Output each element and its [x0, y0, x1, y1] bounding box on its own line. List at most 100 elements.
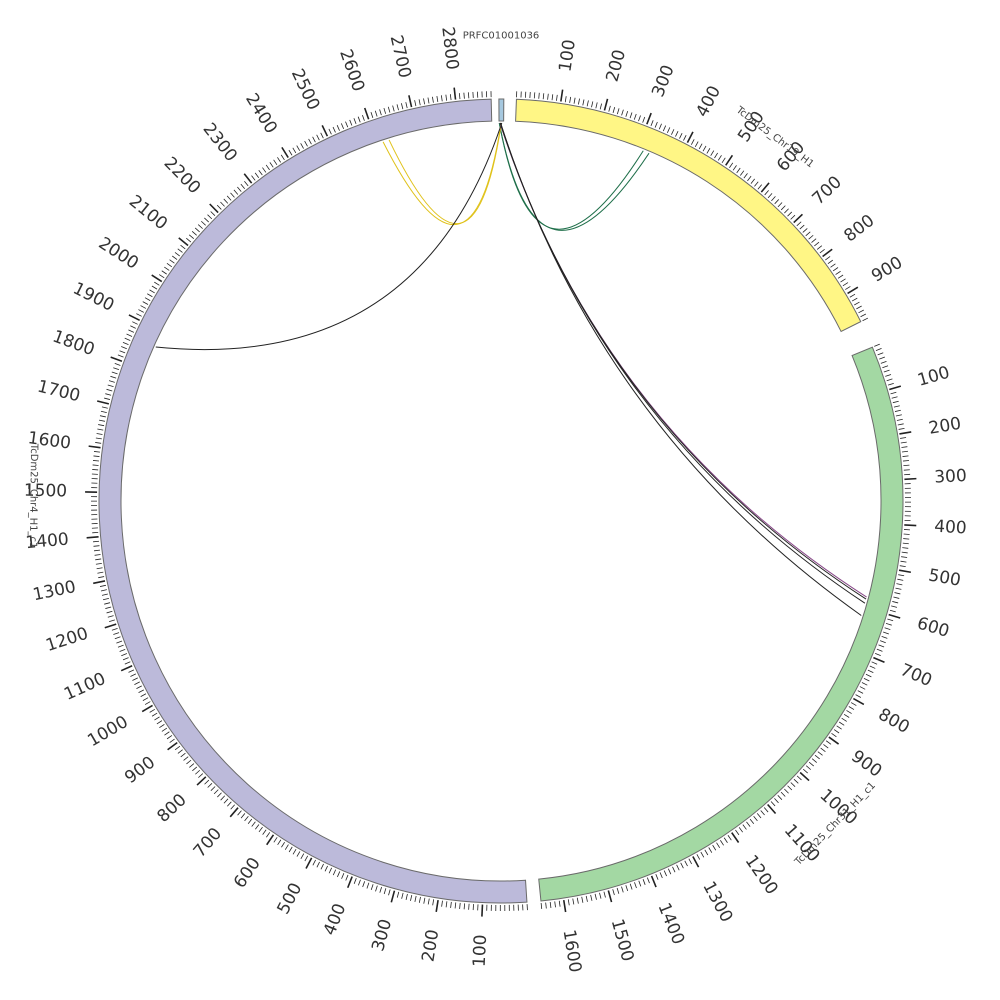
- minor-tick: [747, 175, 752, 182]
- minor-tick: [819, 248, 825, 254]
- minor-tick: [634, 882, 637, 889]
- minor-tick: [117, 354, 124, 358]
- minor-tick: [109, 619, 115, 622]
- minor-tick: [254, 172, 260, 178]
- minor-tick: [210, 786, 216, 791]
- minor-tick: [735, 829, 740, 836]
- minor-tick: [774, 199, 780, 205]
- major-tick: [888, 613, 901, 619]
- minor-tick: [883, 369, 890, 373]
- minor-tick: [716, 842, 721, 849]
- minor-tick: [130, 673, 137, 677]
- minor-tick: [396, 104, 399, 111]
- major-tick: [435, 899, 439, 913]
- minor-tick: [805, 765, 812, 770]
- minor-tick: [117, 644, 124, 648]
- minor-tick: [97, 428, 104, 431]
- minor-tick: [799, 224, 805, 230]
- minor-tick: [161, 270, 167, 275]
- tick-label: 2300: [199, 119, 241, 165]
- minor-tick: [265, 164, 270, 171]
- major-tick: [281, 146, 289, 159]
- minor-tick: [379, 886, 382, 893]
- synteny-link: [498, 122, 650, 231]
- minor-tick: [572, 898, 575, 905]
- minor-tick: [177, 749, 183, 754]
- minor-tick: [183, 756, 189, 761]
- major-tick: [650, 875, 657, 888]
- minor-tick: [273, 159, 278, 166]
- minor-tick: [896, 418, 903, 421]
- minor-tick: [835, 270, 841, 275]
- minor-tick: [92, 464, 99, 466]
- minor-tick: [845, 286, 851, 290]
- tick-label: 100: [555, 38, 580, 73]
- minor-tick: [188, 234, 195, 239]
- minor-tick: [204, 217, 209, 223]
- major-tick: [209, 203, 219, 214]
- tick-label: 200: [602, 48, 630, 84]
- minor-tick: [142, 301, 149, 305]
- minor-tick: [591, 101, 594, 108]
- tick-label: 1900: [70, 279, 118, 316]
- minor-tick: [894, 409, 901, 412]
- minor-tick: [230, 192, 235, 198]
- minor-tick: [423, 897, 426, 904]
- minor-tick: [667, 868, 672, 875]
- minor-tick: [392, 105, 395, 112]
- minor-tick: [159, 274, 165, 279]
- minor-tick: [99, 584, 106, 587]
- minor-tick: [423, 98, 426, 105]
- minor-tick: [658, 123, 662, 130]
- minor-tick: [251, 821, 256, 827]
- minor-tick: [436, 95, 439, 103]
- minor-tick: [890, 391, 897, 395]
- minor-tick: [858, 309, 864, 314]
- minor-tick: [585, 895, 588, 902]
- tick-label: 300: [648, 62, 678, 99]
- minor-tick: [901, 556, 908, 558]
- minor-tick: [599, 892, 602, 899]
- minor-tick: [702, 145, 707, 152]
- minor-tick: [820, 747, 826, 753]
- minor-tick: [98, 576, 105, 579]
- minor-tick: [308, 138, 312, 145]
- minor-tick: [113, 632, 120, 635]
- minor-tick: [743, 173, 748, 179]
- minor-tick: [164, 731, 170, 736]
- minor-tick: [197, 224, 203, 229]
- minor-tick: [410, 894, 413, 901]
- tick-label: 1800: [50, 327, 98, 361]
- minor-tick: [746, 821, 751, 827]
- minor-tick: [292, 848, 297, 855]
- minor-tick: [213, 789, 219, 795]
- minor-tick: [887, 382, 894, 386]
- minor-tick: [337, 871, 341, 878]
- minor-tick: [833, 729, 840, 734]
- minor-tick: [164, 266, 170, 271]
- minor-tick: [739, 170, 745, 176]
- minor-tick: [95, 442, 102, 444]
- minor-tick: [796, 221, 802, 227]
- minor-tick: [169, 259, 175, 264]
- segment-tcdm25-chr19-h1: [515, 98, 862, 333]
- minor-tick: [564, 96, 567, 103]
- minor-tick: [616, 887, 620, 894]
- minor-tick: [723, 837, 728, 843]
- minor-tick: [840, 278, 846, 283]
- minor-tick: [195, 769, 201, 775]
- minor-tick: [625, 110, 629, 117]
- minor-tick: [166, 262, 173, 268]
- minor-tick: [895, 414, 902, 417]
- links-layer: [155, 122, 867, 616]
- minor-tick: [258, 169, 263, 176]
- minor-tick: [341, 873, 345, 879]
- minor-tick: [808, 234, 814, 240]
- minor-tick: [336, 125, 340, 131]
- minor-tick: [357, 116, 361, 123]
- major-tick: [481, 904, 484, 917]
- minor-tick: [538, 92, 540, 99]
- minor-tick: [370, 112, 374, 118]
- minor-tick: [288, 149, 293, 156]
